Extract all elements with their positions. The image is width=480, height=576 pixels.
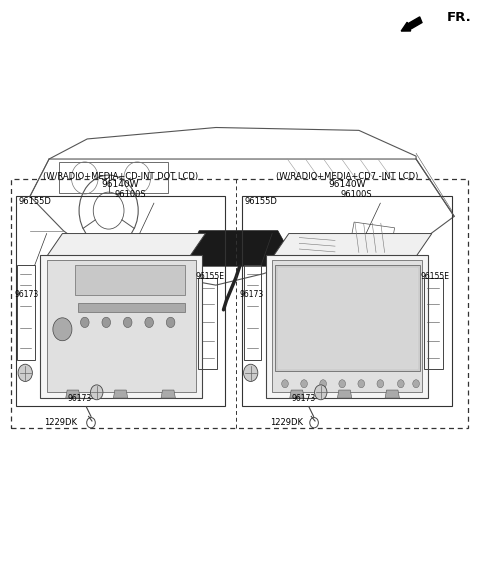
- Circle shape: [301, 380, 307, 388]
- Circle shape: [123, 317, 132, 328]
- Text: 96173: 96173: [291, 393, 315, 403]
- Text: 96155D: 96155D: [244, 197, 277, 206]
- Polygon shape: [39, 255, 202, 398]
- Circle shape: [282, 380, 288, 388]
- Circle shape: [320, 380, 326, 388]
- Text: 1229DK: 1229DK: [45, 418, 77, 427]
- Polygon shape: [276, 265, 420, 371]
- Circle shape: [91, 385, 103, 400]
- Text: 96173: 96173: [15, 290, 39, 300]
- Text: 96155E: 96155E: [196, 272, 225, 281]
- Circle shape: [18, 364, 32, 381]
- Text: 96100S: 96100S: [341, 190, 372, 199]
- Circle shape: [243, 364, 258, 381]
- Text: 96100S: 96100S: [115, 190, 146, 199]
- Polygon shape: [78, 303, 185, 312]
- Circle shape: [53, 318, 72, 341]
- Polygon shape: [47, 233, 205, 256]
- Circle shape: [377, 380, 384, 388]
- Polygon shape: [266, 255, 428, 398]
- Polygon shape: [278, 268, 417, 368]
- Text: (W/RADIO+MEDIA+CD7 -INT LCD): (W/RADIO+MEDIA+CD7 -INT LCD): [276, 172, 418, 181]
- FancyArrow shape: [401, 17, 422, 31]
- Polygon shape: [385, 390, 399, 398]
- Circle shape: [145, 317, 154, 328]
- Polygon shape: [66, 390, 80, 398]
- Polygon shape: [273, 233, 432, 256]
- Text: 96155E: 96155E: [421, 272, 450, 281]
- Polygon shape: [337, 390, 352, 398]
- Circle shape: [102, 317, 110, 328]
- Circle shape: [413, 380, 420, 388]
- Text: 96173: 96173: [240, 290, 264, 300]
- Polygon shape: [290, 390, 304, 398]
- Circle shape: [397, 380, 404, 388]
- Circle shape: [358, 380, 365, 388]
- Circle shape: [81, 317, 89, 328]
- Circle shape: [314, 385, 327, 400]
- Polygon shape: [113, 390, 128, 398]
- Circle shape: [166, 317, 175, 328]
- Text: 96140W: 96140W: [102, 180, 139, 189]
- Text: FR.: FR.: [447, 11, 472, 24]
- Text: 96173: 96173: [67, 393, 91, 403]
- Polygon shape: [47, 260, 196, 392]
- Polygon shape: [191, 230, 288, 266]
- Polygon shape: [161, 390, 175, 398]
- Text: 96140W: 96140W: [328, 180, 366, 189]
- Text: (W/RADIO+MEDIA+CD-INT DOT LCD): (W/RADIO+MEDIA+CD-INT DOT LCD): [43, 172, 198, 181]
- Text: 1229DK: 1229DK: [270, 418, 303, 427]
- Polygon shape: [75, 265, 185, 295]
- Polygon shape: [272, 260, 422, 392]
- Circle shape: [339, 380, 346, 388]
- Text: 96155D: 96155D: [19, 197, 51, 206]
